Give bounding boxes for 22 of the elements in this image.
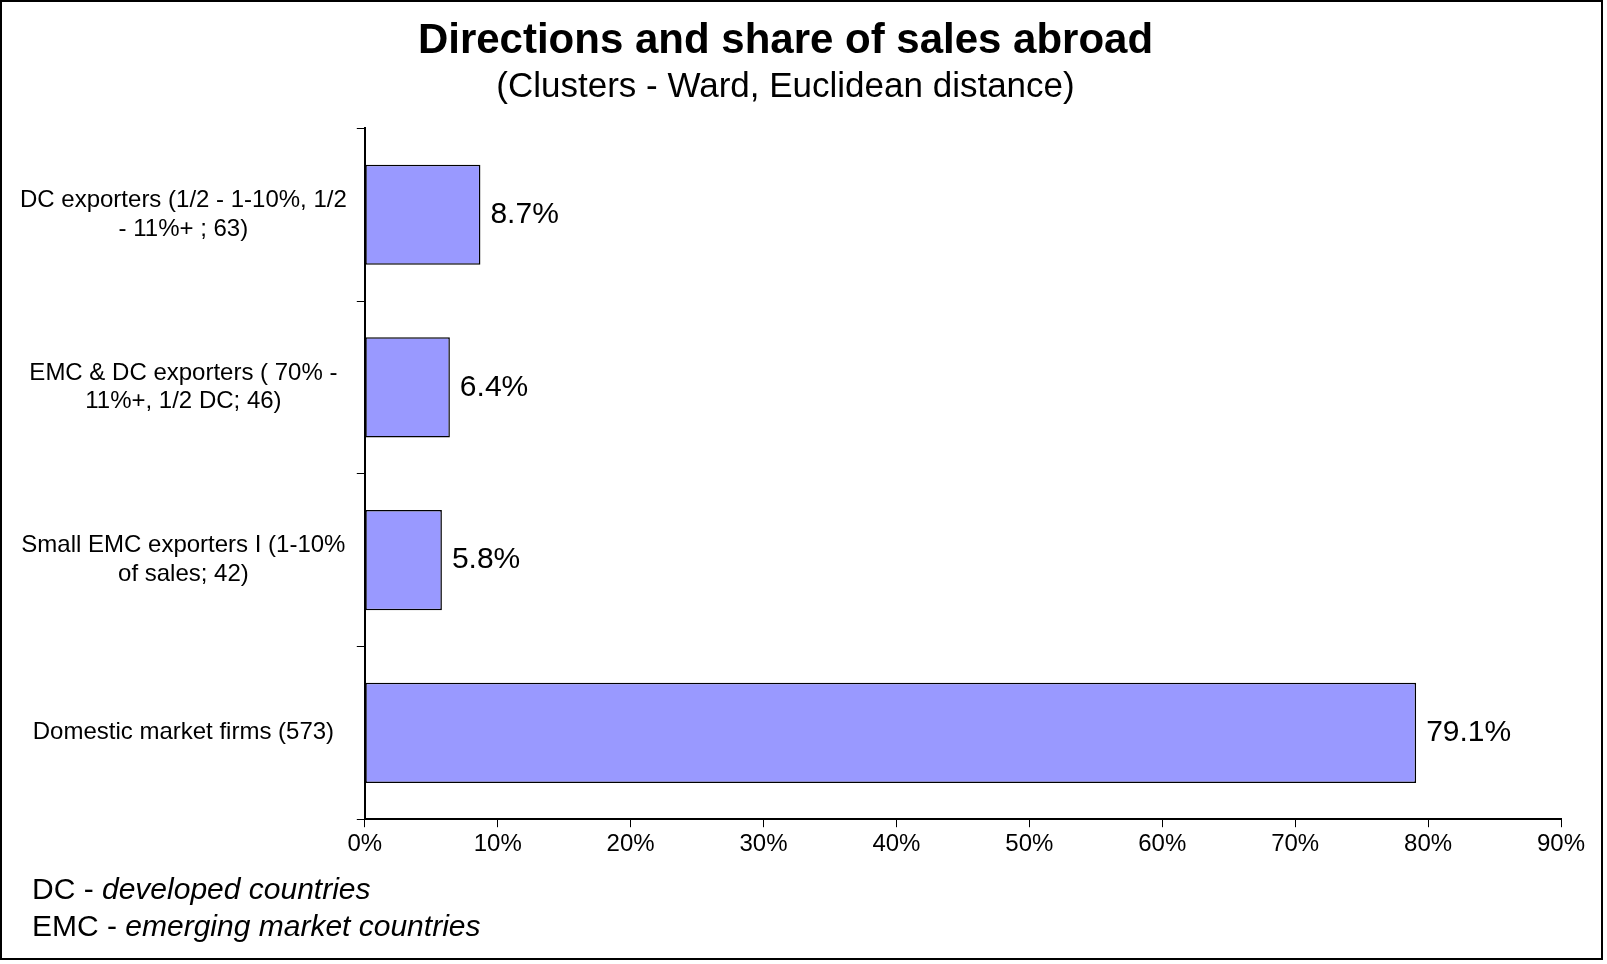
text: DC - developed countries — [32, 871, 372, 907]
data-label: 5.8% — [451, 541, 521, 575]
x-tick-label: 90% — [1536, 829, 1586, 857]
y-tick-label: EMC & DC exporters ( 70% - 11%+, 1/2 DC; 46) — [29, 357, 338, 414]
x-tick-label: 60% — [1138, 829, 1187, 857]
data-label: 79.1% — [1426, 714, 1512, 748]
y-tick-label: Domestic market firms (573) — [32, 717, 335, 745]
x-tick-label: 80% — [1404, 829, 1453, 857]
x-tick-label: 20% — [606, 829, 655, 857]
x-tick-label: 0% — [347, 829, 383, 857]
y-tick-label: DC exporters (1/2 - 1-10%, 1/2 - 11%+ ; 63) — [19, 184, 347, 241]
chart-title: Directions and share of sales abroad — [417, 14, 1154, 62]
text: EMC - emerging market countries — [32, 908, 481, 944]
x-tick-label: 30% — [739, 829, 788, 857]
y-tick-label: Small EMC exporters I (1-10% of sales; 42) — [21, 530, 346, 587]
chart-subtitle: (Clusters - Ward, Euclidean distance) — [496, 65, 1075, 105]
x-tick-label: 70% — [1271, 829, 1320, 857]
x-tick-label: 50% — [1005, 829, 1054, 857]
x-tick-label: 10% — [473, 829, 522, 857]
data-label: 6.4% — [459, 368, 529, 402]
x-tick-label: 40% — [872, 829, 921, 857]
data-label: 8.7% — [490, 196, 559, 230]
